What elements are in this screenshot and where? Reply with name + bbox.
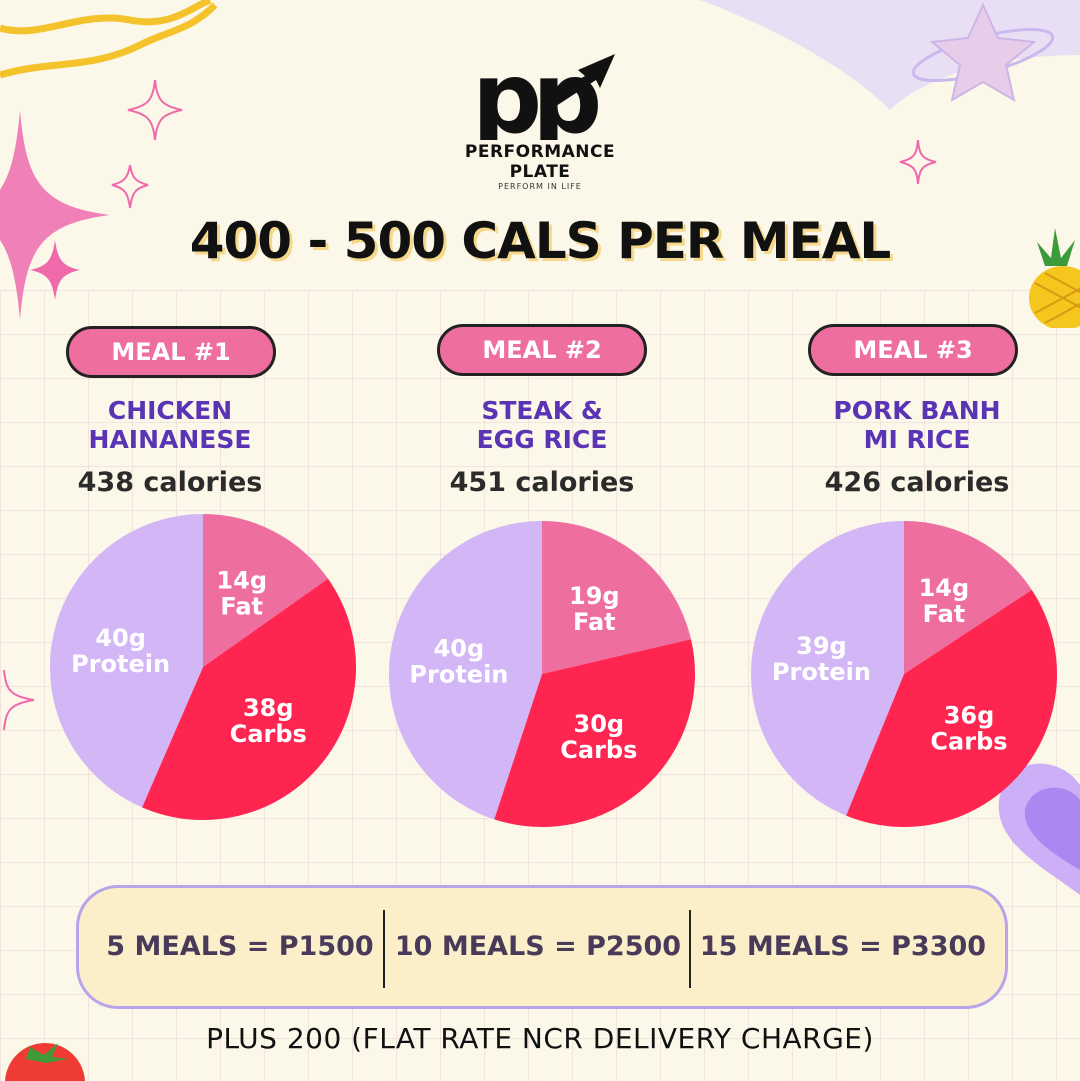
pie-slice-protein	[751, 521, 904, 816]
pie-label-value: 38g	[243, 694, 294, 722]
pie-slice-fat	[904, 521, 1032, 674]
pie-label-value: 40g	[434, 635, 485, 663]
pie-slice-protein	[49, 514, 203, 808]
price-10-meals: 10 MEALS = P2500	[394, 931, 682, 962]
pie-label-macro: Fat	[923, 600, 966, 628]
sparkle-outline-icon	[111, 80, 183, 209]
meal-1-calories: 438 calories	[77, 467, 263, 498]
pie-label-macro: Protein	[772, 658, 871, 686]
pie-slice-protein	[389, 521, 542, 820]
yellow-wave-decoration	[0, 0, 218, 79]
pie-slice-fat	[203, 514, 328, 667]
meal-2-calories: 451 calories	[449, 467, 635, 498]
price-divider	[689, 910, 691, 988]
pie-label-value: 30g	[574, 710, 625, 738]
pie-label-value: 14g	[919, 574, 970, 602]
pie-label-macro: Carbs	[560, 736, 637, 764]
pie-slice-carbs	[142, 578, 357, 821]
pie-label-value: 40g	[95, 624, 146, 652]
price-5-meals: 5 MEALS = P1500	[106, 931, 374, 962]
meal-3-badge: MEAL #3	[808, 324, 1018, 376]
meal-2-name-line1: STEAK &	[481, 396, 603, 425]
pie-slice-fat	[542, 521, 691, 674]
heart-icon	[998, 763, 1080, 895]
pie-label-macro: Fat	[573, 608, 616, 636]
pie-label-macro: Protein	[409, 661, 508, 689]
pie-label-macro: Protein	[71, 650, 170, 678]
meal-3-calories: 426 calories	[824, 467, 1010, 498]
pricing-box: 5 MEALS = P1500 10 MEALS = P2500 15 MEAL…	[76, 885, 1008, 1009]
meal-1-badge: MEAL #1	[66, 326, 276, 378]
meal-1-name-line2: HAINANESE	[88, 425, 252, 454]
logo-monogram: pp	[472, 42, 598, 140]
page-title: 400 - 500 CALS PER MEAL	[189, 212, 892, 270]
pie-label-value: 36g	[944, 701, 995, 729]
price-divider	[383, 910, 385, 988]
sparkle-edge-icon	[3, 670, 34, 730]
delivery-note: PLUS 200 (FLAT RATE NCR DELIVERY CHARGE)	[206, 1022, 874, 1055]
brand-logo: pp PERFORMANCE PLATE PERFORM IN LIFE	[440, 40, 640, 191]
price-15-meals: 15 MEALS = P3300	[699, 931, 987, 962]
pineapple-icon	[1029, 228, 1080, 328]
brand-name: PERFORMANCE PLATE	[464, 142, 616, 182]
sparkle-small-icon	[899, 140, 937, 184]
meal-3-name-line1: PORK BANH	[833, 396, 1001, 425]
pie-slice-carbs	[494, 639, 695, 827]
meal-1-name: CHICKEN HAINANESE	[20, 396, 320, 454]
tomato-icon	[5, 1043, 85, 1081]
pie-label-macro: Carbs	[230, 720, 307, 748]
meal-2-badge: MEAL #2	[437, 324, 647, 376]
pie-slice-carbs	[846, 589, 1057, 827]
pie-label-macro: Fat	[220, 592, 263, 620]
meal-3-name-line2: MI RICE	[863, 425, 971, 454]
pie-label-value: 14g	[216, 566, 267, 594]
meal-2-name-line2: EGG RICE	[476, 425, 608, 454]
sparkle-icon	[0, 110, 110, 320]
star-icon	[911, 2, 1055, 103]
pie-label-value: 39g	[796, 632, 847, 660]
pie-label-value: 19g	[569, 582, 620, 610]
meal-3-name: PORK BANH MI RICE	[767, 396, 1067, 454]
brand-tagline: PERFORM IN LIFE	[498, 182, 582, 191]
pp-logo-icon: pp	[472, 42, 615, 140]
pie-label-macro: Carbs	[930, 727, 1007, 755]
meal-2-name: STEAK & EGG RICE	[392, 396, 692, 454]
meal-1-name-line1: CHICKEN	[107, 396, 233, 425]
